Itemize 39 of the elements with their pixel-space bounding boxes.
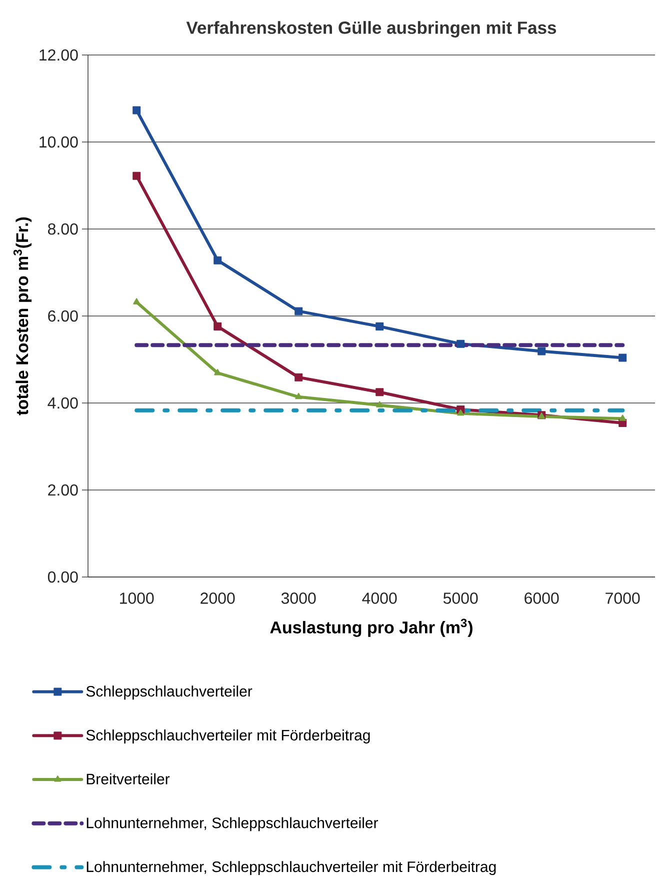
point xyxy=(619,414,626,421)
y-tick-label: 4.00 xyxy=(48,397,78,409)
point xyxy=(132,106,141,114)
legend-label: Schleppschlauchverteiler mit Förderbeitrag xyxy=(86,729,370,744)
point xyxy=(376,401,384,408)
y-tick-label: 2.00 xyxy=(48,484,78,496)
point xyxy=(376,322,384,330)
point xyxy=(457,409,464,416)
y-tick-label: 12.00 xyxy=(40,49,78,61)
point xyxy=(538,347,546,356)
legend-label: Breitverteiler xyxy=(86,773,170,784)
x-tick-label: 1000 xyxy=(120,592,154,604)
x-tick-label: 2000 xyxy=(200,592,235,604)
point xyxy=(295,392,302,400)
point xyxy=(132,172,141,180)
legend-label: Lohnunternehmer, Schleppschlauchverteiler xyxy=(86,817,378,832)
x-axis-title: Auslastung pro Jahr (m$^{3}$) xyxy=(270,618,472,637)
y-tick-label: 6.00 xyxy=(48,310,78,322)
x-tick-label: 6000 xyxy=(524,592,559,604)
point xyxy=(456,340,465,348)
chart-title: Verfahrenskosten Gülle ausbringen mit Fass xyxy=(186,21,556,38)
y-tick-label: 0.00 xyxy=(48,571,78,583)
y-axis-title: totale Kosten pro m$^{3}$(Fr.) xyxy=(13,217,32,416)
y-tick-label: 8.00 xyxy=(48,223,78,235)
point xyxy=(214,322,222,330)
point xyxy=(133,298,140,304)
point xyxy=(214,368,222,376)
legend-label: Lohnunternehmer, Schleppschlauchverteiler mit Förderbeitrag xyxy=(86,861,496,876)
x-tick-label: 7000 xyxy=(606,592,640,604)
point xyxy=(214,256,222,264)
x-tick-label: 3000 xyxy=(281,592,316,604)
point xyxy=(294,307,303,316)
legend-label: Schleppschlauchverteiler xyxy=(86,686,252,700)
y-tick-label: 10.00 xyxy=(40,136,78,148)
point xyxy=(294,373,303,382)
x-tick-label: 4000 xyxy=(362,592,397,604)
point xyxy=(376,388,384,396)
point xyxy=(618,354,627,362)
x-tick-label: 5000 xyxy=(443,592,478,604)
